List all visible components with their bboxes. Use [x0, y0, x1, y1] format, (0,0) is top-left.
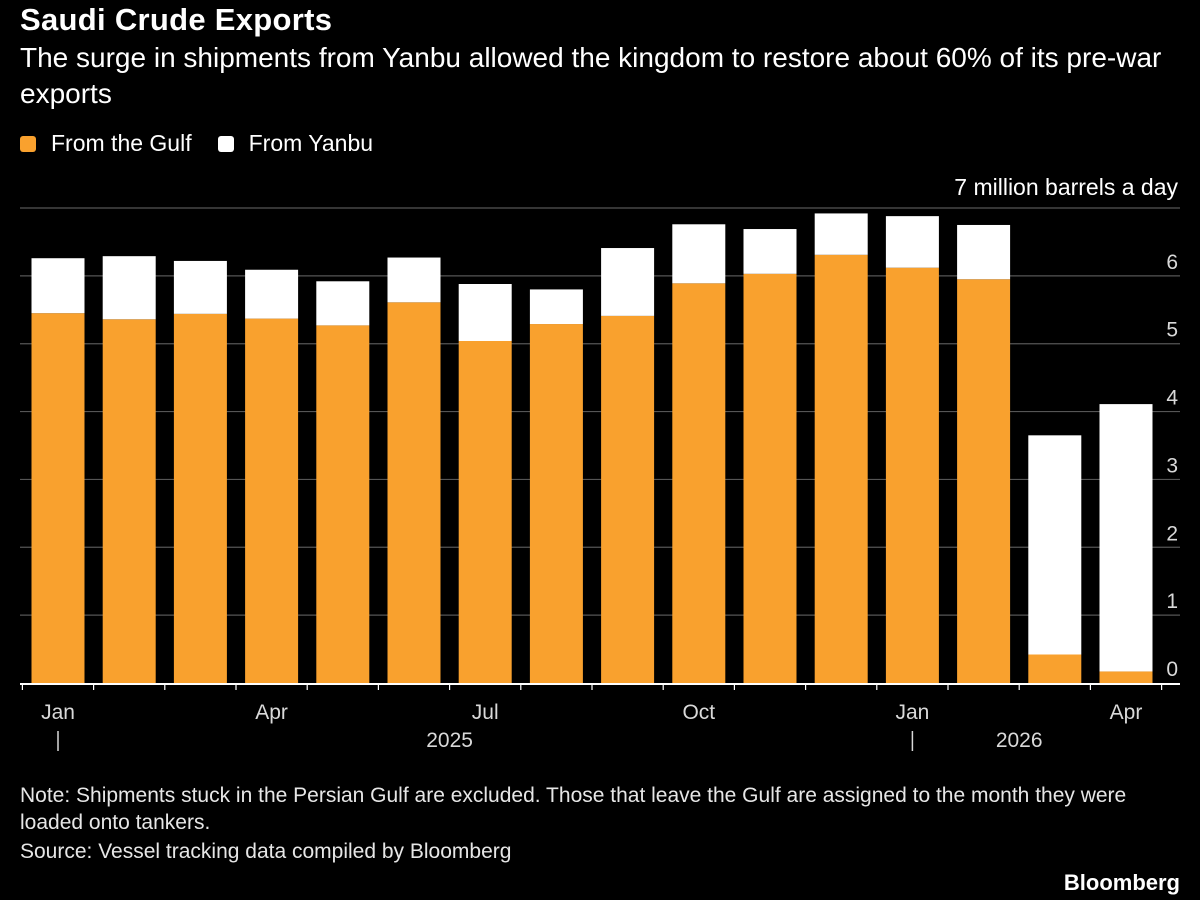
- bar-yanbu: [458, 284, 512, 341]
- bar-gulf: [885, 267, 939, 683]
- bar-yanbu: [1099, 404, 1153, 672]
- bar-gulf: [387, 302, 441, 683]
- bar-gulf: [102, 319, 156, 683]
- legend-item-yanbu: From Yanbu: [217, 130, 374, 157]
- bar-yanbu: [957, 224, 1011, 280]
- bar-yanbu: [743, 229, 797, 274]
- bar-yanbu: [1028, 435, 1082, 655]
- bar-gulf: [957, 279, 1011, 683]
- legend-label-yanbu: From Yanbu: [248, 130, 374, 156]
- x-tick-label: Apr: [255, 701, 288, 724]
- chart-subtitle: The surge in shipments from Yanbu allowe…: [20, 42, 1162, 109]
- x-tick-label: Oct: [682, 701, 715, 724]
- legend-swatch-gulf: [20, 135, 36, 152]
- bar-gulf: [1099, 671, 1153, 683]
- y-tick-label: 3: [1166, 454, 1178, 477]
- legend-item-gulf: From the Gulf: [20, 130, 192, 157]
- bar-gulf: [672, 283, 726, 683]
- y-tick-label: 5: [1166, 319, 1178, 342]
- bar-gulf: [1028, 654, 1082, 683]
- y-tick-label: 1: [1166, 590, 1178, 613]
- bar-yanbu: [529, 289, 583, 325]
- bar-gulf: [173, 313, 227, 683]
- bar-gulf: [31, 313, 85, 683]
- legend-label-gulf: From the Gulf: [51, 130, 192, 156]
- y-tick-label: 6: [1166, 251, 1178, 274]
- x-tick-label: Jan: [895, 701, 929, 724]
- y-tick-label: 0: [1166, 658, 1178, 681]
- bar-yanbu: [885, 216, 939, 268]
- year-label: 2025: [426, 729, 473, 752]
- bloomberg-logo: Bloomberg: [1063, 870, 1180, 895]
- bar-gulf: [601, 315, 655, 683]
- bar-gulf: [814, 254, 868, 684]
- x-tick-label: Apr: [1110, 701, 1143, 724]
- bar-gulf: [743, 273, 797, 683]
- bar-yanbu: [316, 281, 370, 326]
- bar-yanbu: [672, 224, 726, 284]
- bar-yanbu: [31, 258, 85, 314]
- chart-title: Saudi Crude Exports: [20, 2, 333, 37]
- legend: From the Gulf From Yanbu: [20, 130, 399, 157]
- bar-chart: 0 1 2 3 4 5 6 Jan Apr Jul Oct Jan Apr 2025 2026: [20, 207, 1180, 752]
- legend-swatch-yanbu: [217, 135, 234, 152]
- bar-yanbu: [245, 269, 299, 319]
- bar-yanbu: [814, 213, 868, 255]
- x-tick-label: Jan: [41, 701, 75, 724]
- chart-source: Source: Vessel tracking data compiled by…: [20, 840, 512, 863]
- bar-gulf: [529, 324, 583, 683]
- bar-yanbu: [601, 248, 655, 316]
- bar-yanbu: [173, 260, 227, 314]
- y-tick-label: 2: [1166, 522, 1178, 545]
- y-tick-label: 4: [1166, 387, 1178, 410]
- bar-yanbu: [102, 256, 156, 320]
- bar-yanbu: [387, 257, 441, 303]
- year-label: 2026: [996, 729, 1043, 752]
- bar-gulf: [245, 318, 299, 683]
- x-tick-label: Jul: [472, 701, 499, 724]
- bar-gulf: [458, 341, 512, 683]
- bar-gulf: [316, 325, 370, 683]
- chart-note: Note: Shipments stuck in the Persian Gul…: [20, 784, 1127, 834]
- y-axis-unit-label: 7 million barrels a day: [954, 174, 1178, 200]
